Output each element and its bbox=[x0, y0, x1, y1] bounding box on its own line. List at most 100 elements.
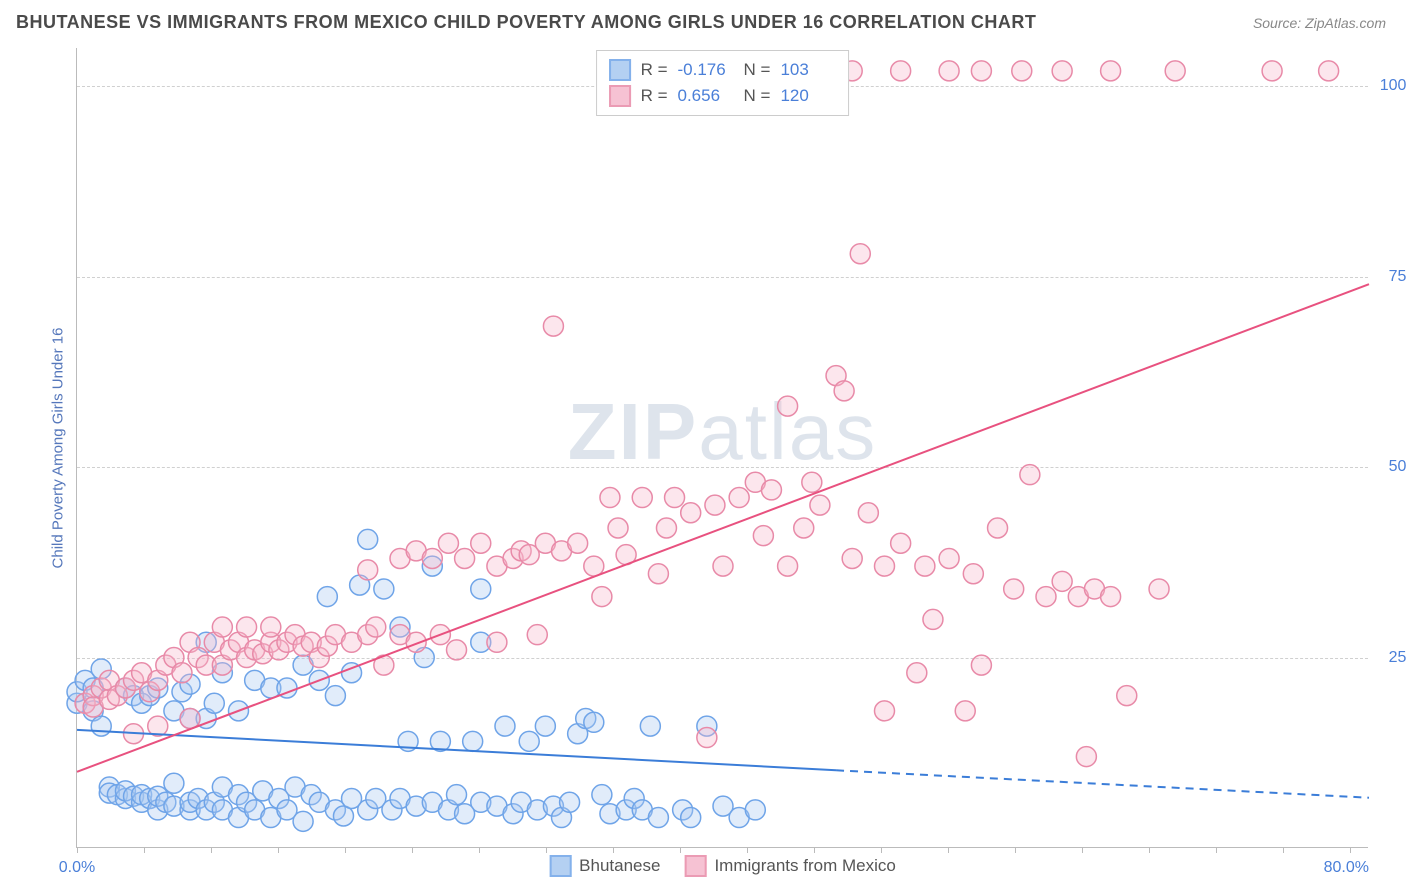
bhutanese-regression-line bbox=[77, 730, 836, 770]
series-legend: Bhutanese Immigrants from Mexico bbox=[549, 855, 896, 877]
x-minor-tick bbox=[345, 847, 346, 853]
x-minor-tick bbox=[1216, 847, 1217, 853]
mexico-point bbox=[858, 503, 878, 523]
legend-swatch bbox=[549, 855, 571, 877]
mexico-point bbox=[632, 488, 652, 508]
mexico-point bbox=[939, 61, 959, 81]
mexico-point bbox=[471, 533, 491, 553]
mexico-point bbox=[1052, 571, 1072, 591]
mexico-point bbox=[907, 663, 927, 683]
mexico-point bbox=[842, 548, 862, 568]
mexico-point bbox=[543, 316, 563, 336]
mexico-point bbox=[971, 61, 991, 81]
bhutanese-point bbox=[681, 808, 701, 828]
x-minor-tick bbox=[546, 847, 547, 853]
r-value: -0.176 bbox=[678, 60, 734, 80]
bhutanese-point bbox=[535, 716, 555, 736]
chart-title: BHUTANESE VS IMMIGRANTS FROM MEXICO CHIL… bbox=[16, 12, 1036, 33]
mexico-point bbox=[358, 560, 378, 580]
r-value: 0.656 bbox=[678, 86, 734, 106]
mexico-point bbox=[875, 556, 895, 576]
y-tick-label: 25.0% bbox=[1389, 649, 1406, 667]
mexico-point bbox=[406, 632, 426, 652]
y-tick-label: 50.0% bbox=[1389, 458, 1406, 476]
bhutanese-point bbox=[640, 716, 660, 736]
mexico-point bbox=[705, 495, 725, 515]
x-minor-tick bbox=[881, 847, 882, 853]
correlation-legend: R =-0.176N =103R =0.656N =120 bbox=[596, 50, 850, 116]
mexico-point bbox=[939, 548, 959, 568]
mexico-point bbox=[761, 480, 781, 500]
mexico-point bbox=[568, 533, 588, 553]
mexico-point bbox=[729, 488, 749, 508]
legend-series-name: Immigrants from Mexico bbox=[714, 856, 895, 876]
mexico-point bbox=[600, 488, 620, 508]
x-minor-tick bbox=[1350, 847, 1351, 853]
legend-swatch bbox=[684, 855, 706, 877]
mexico-point bbox=[955, 701, 975, 721]
bhutanese-point bbox=[471, 579, 491, 599]
mexico-point bbox=[1004, 579, 1024, 599]
mexico-point bbox=[648, 564, 668, 584]
mexico-point bbox=[850, 244, 870, 264]
mexico-point bbox=[487, 632, 507, 652]
r-label: R = bbox=[641, 60, 668, 80]
mexico-point bbox=[261, 617, 281, 637]
mexico-point bbox=[1262, 61, 1282, 81]
mexico-point bbox=[1020, 465, 1040, 485]
bhutanese-point bbox=[91, 716, 111, 736]
mexico-point bbox=[1012, 61, 1032, 81]
mexico-point bbox=[527, 625, 547, 645]
mexico-point bbox=[366, 617, 386, 637]
mexico-point bbox=[802, 472, 822, 492]
n-label: N = bbox=[744, 60, 771, 80]
source-attribution: Source: ZipAtlas.com bbox=[1253, 15, 1386, 31]
y-tick-label: 100.0% bbox=[1380, 77, 1406, 95]
mexico-point bbox=[891, 61, 911, 81]
mexico-point bbox=[1076, 747, 1096, 767]
bhutanese-regression-extrapolation bbox=[836, 770, 1369, 797]
bhutanese-point bbox=[495, 716, 515, 736]
x-minor-tick bbox=[77, 847, 78, 853]
mexico-point bbox=[237, 617, 257, 637]
mexico-point bbox=[681, 503, 701, 523]
x-tick-label: 0.0% bbox=[59, 859, 95, 877]
mexico-point bbox=[656, 518, 676, 538]
x-minor-tick bbox=[613, 847, 614, 853]
x-tick-label: 80.0% bbox=[1324, 859, 1369, 877]
mexico-point bbox=[438, 533, 458, 553]
mexico-point bbox=[988, 518, 1008, 538]
x-minor-tick bbox=[680, 847, 681, 853]
mexico-point bbox=[447, 640, 467, 660]
n-value: 120 bbox=[780, 86, 836, 106]
x-minor-tick bbox=[948, 847, 949, 853]
mexico-point bbox=[794, 518, 814, 538]
legend-series-item: Immigrants from Mexico bbox=[684, 855, 895, 877]
x-minor-tick bbox=[1082, 847, 1083, 853]
x-minor-tick bbox=[278, 847, 279, 853]
mexico-point bbox=[963, 564, 983, 584]
bhutanese-point bbox=[358, 529, 378, 549]
n-label: N = bbox=[744, 86, 771, 106]
mexico-point bbox=[753, 526, 773, 546]
x-minor-tick bbox=[814, 847, 815, 853]
mexico-point bbox=[923, 609, 943, 629]
mexico-regression-line bbox=[77, 284, 1369, 772]
mexico-point bbox=[1319, 61, 1339, 81]
mexico-point bbox=[875, 701, 895, 721]
legend-swatch bbox=[609, 85, 631, 107]
bhutanese-point bbox=[463, 731, 483, 751]
legend-series-item: Bhutanese bbox=[549, 855, 660, 877]
mexico-point bbox=[1101, 587, 1121, 607]
mexico-point bbox=[971, 655, 991, 675]
x-minor-tick bbox=[479, 847, 480, 853]
legend-swatch bbox=[609, 59, 631, 81]
y-axis-label: Child Poverty Among Girls Under 16 bbox=[50, 328, 67, 569]
bhutanese-point bbox=[745, 800, 765, 820]
mexico-point bbox=[422, 548, 442, 568]
mexico-point bbox=[455, 548, 475, 568]
bhutanese-point bbox=[560, 792, 580, 812]
mexico-point bbox=[891, 533, 911, 553]
x-minor-tick bbox=[1149, 847, 1150, 853]
mexico-point bbox=[1101, 61, 1121, 81]
